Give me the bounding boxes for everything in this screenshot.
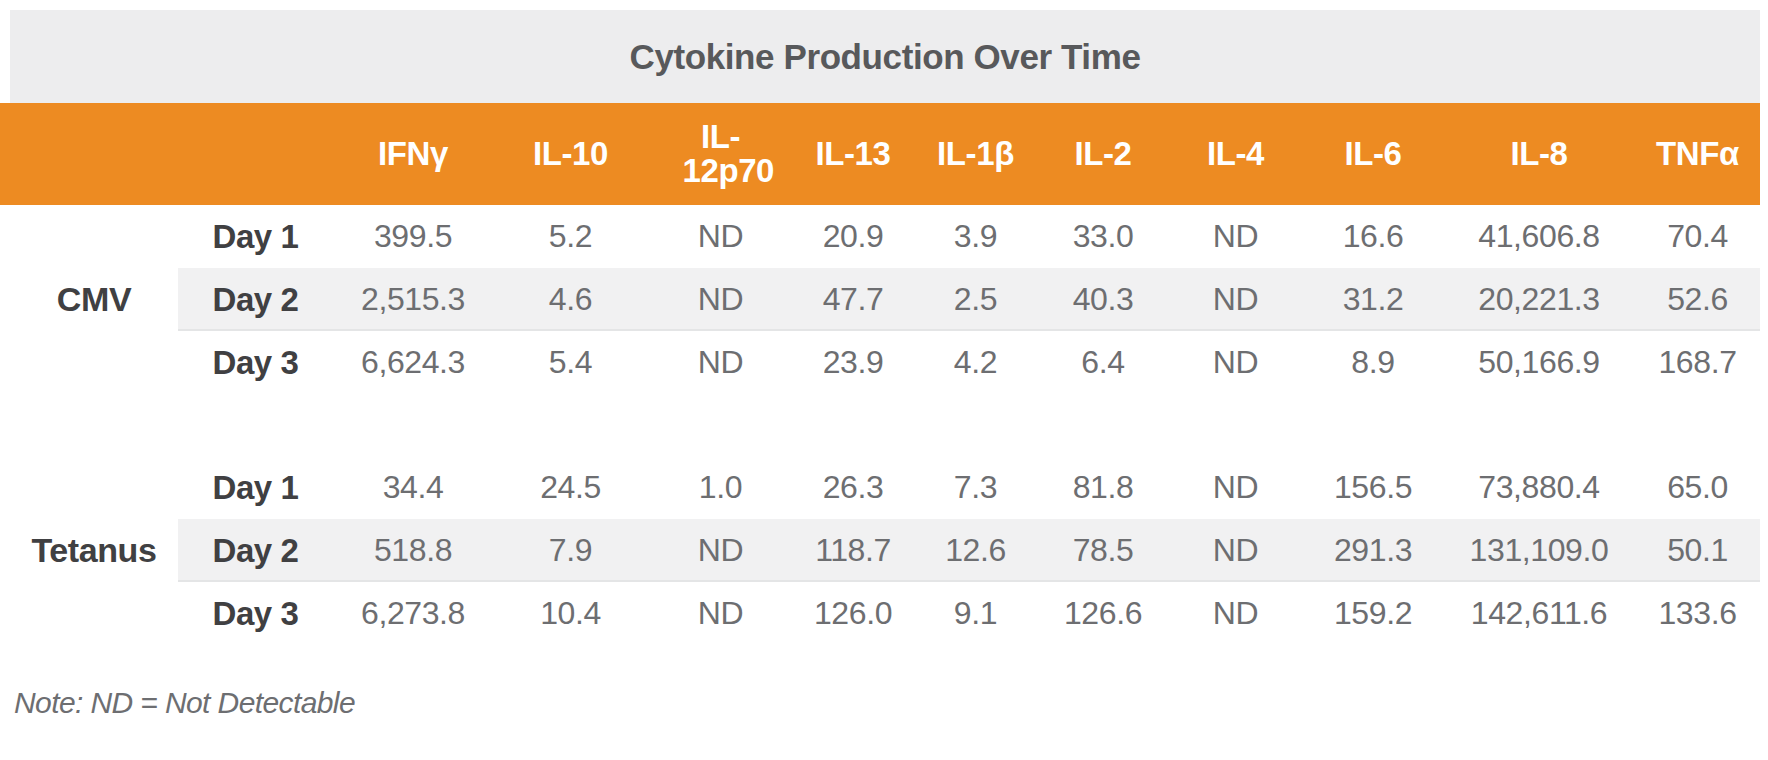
value-cell: 41,606.8 [1443,205,1635,268]
value-cell: 6.4 [1038,331,1168,394]
value-cell: 70.4 [1635,205,1760,268]
value-cell: 16.6 [1303,205,1443,268]
value-cell: 33.0 [1038,205,1168,268]
column-header-tnf-alpha: TNFα [1635,103,1760,205]
cytokine-table: Cytokine Production Over Time IFNγ IL-10… [10,10,1760,645]
value-cell: 40.3 [1038,268,1168,331]
day-label: Day 3 [178,331,333,394]
table-note: Note: ND = Not Detectable [14,686,355,720]
row-group-cmv: CMV Day 1 399.5 5.2 ND 20.9 3.9 33.0 ND … [10,205,1760,394]
value-cell: ND [648,205,793,268]
day-label: Day 3 [178,582,333,645]
value-cell: 518.8 [333,519,493,582]
table-title-bar: Cytokine Production Over Time [10,10,1760,103]
value-cell: 126.6 [1038,582,1168,645]
column-header-label: IL-13 [815,137,890,171]
column-header-il-6: IL-6 [1303,103,1443,205]
column-header-label: IL-2 [1074,137,1131,171]
row-group-tetanus: Tetanus Day 1 34.4 24.5 1.0 26.3 7.3 81.… [10,456,1760,645]
group-separator [10,394,1760,456]
value-cell: 12.6 [913,519,1038,582]
value-cell: 26.3 [793,456,913,519]
value-cell: 24.5 [493,456,648,519]
value-cell: 31.2 [1303,268,1443,331]
value-cell: 399.5 [333,205,493,268]
value-cell: ND [1168,205,1303,268]
value-cell: 81.8 [1038,456,1168,519]
header-spacer-group [0,103,178,205]
row-group-label-tetanus: Tetanus [10,456,178,645]
value-cell: ND [648,268,793,331]
figure-canvas: Cytokine Production Over Time IFNγ IL-10… [0,0,1768,760]
column-header-label: IL-8 [1510,137,1567,171]
value-cell: 156.5 [1303,456,1443,519]
value-cell: 78.5 [1038,519,1168,582]
column-header-ifn-gamma: IFNγ [333,103,493,205]
row-group-label-cmv: CMV [10,205,178,394]
value-cell: 131,109.0 [1443,519,1635,582]
value-cell: 142,611.6 [1443,582,1635,645]
column-header-il-8: IL-8 [1443,103,1635,205]
value-cell: 291.3 [1303,519,1443,582]
value-cell: 6,624.3 [333,331,493,394]
column-header-il-12p70: IL-12p70 [648,103,793,205]
column-header-label: IL-12p70 [683,120,759,187]
value-cell: ND [648,519,793,582]
value-cell: 47.7 [793,268,913,331]
value-cell: 4.2 [913,331,1038,394]
value-cell: 118.7 [793,519,913,582]
column-header-il-10: IL-10 [493,103,648,205]
value-cell: 168.7 [1635,331,1760,394]
value-cell: ND [648,331,793,394]
day-label: Day 1 [178,456,333,519]
column-header-il-4: IL-4 [1168,103,1303,205]
value-cell: 159.2 [1303,582,1443,645]
value-cell: 133.6 [1635,582,1760,645]
value-cell: 5.4 [493,331,648,394]
table-title: Cytokine Production Over Time [630,37,1141,77]
column-header-label: IL-1β [937,137,1014,171]
column-header-il-13: IL-13 [793,103,913,205]
value-cell: 1.0 [648,456,793,519]
value-cell: ND [1168,331,1303,394]
value-cell: 34.4 [333,456,493,519]
value-cell: 20,221.3 [1443,268,1635,331]
column-header-label: IL-10 [533,137,608,171]
value-cell: 7.9 [493,519,648,582]
value-cell: 73,880.4 [1443,456,1635,519]
value-cell: ND [648,582,793,645]
day-label: Day 1 [178,205,333,268]
value-cell: 50.1 [1635,519,1760,582]
column-header-label: IL-6 [1344,137,1401,171]
value-cell: 50,166.9 [1443,331,1635,394]
value-cell: ND [1168,456,1303,519]
value-cell: 65.0 [1635,456,1760,519]
value-cell: 23.9 [793,331,913,394]
value-cell: 126.0 [793,582,913,645]
table-header-row: IFNγ IL-10 IL-12p70 IL-13 IL-1β IL-2 IL-… [0,103,1760,205]
value-cell: ND [1168,268,1303,331]
value-cell: 52.6 [1635,268,1760,331]
value-cell: ND [1168,519,1303,582]
value-cell: 9.1 [913,582,1038,645]
value-cell: 20.9 [793,205,913,268]
column-header-il-1-beta: IL-1β [913,103,1038,205]
value-cell: 6,273.8 [333,582,493,645]
value-cell: 2,515.3 [333,268,493,331]
column-header-label: IFNγ [378,137,448,171]
value-cell: 7.3 [913,456,1038,519]
value-cell: 5.2 [493,205,648,268]
value-cell: ND [1168,582,1303,645]
value-cell: 3.9 [913,205,1038,268]
value-cell: 2.5 [913,268,1038,331]
value-cell: 10.4 [493,582,648,645]
column-header-label: IL-4 [1207,137,1264,171]
value-cell: 8.9 [1303,331,1443,394]
value-cell: 4.6 [493,268,648,331]
header-spacer-day [178,103,333,205]
day-label: Day 2 [178,519,333,582]
day-label: Day 2 [178,268,333,331]
column-header-label: TNFα [1656,137,1739,171]
column-header-il-2: IL-2 [1038,103,1168,205]
